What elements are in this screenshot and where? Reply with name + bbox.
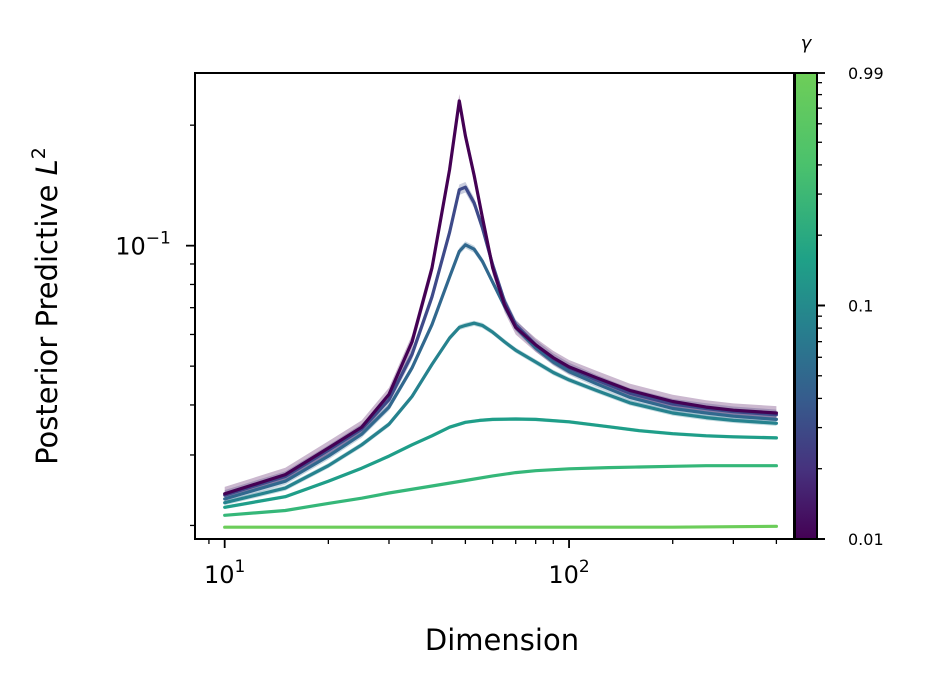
colorbar-gradient — [794, 72, 818, 540]
series-line-4 — [223, 417, 779, 509]
y-axis-ticks: 10−1 — [115, 124, 195, 527]
x-axis-label: Dimension — [425, 623, 579, 657]
y-tick-label: 10−1 — [115, 229, 171, 261]
x-tick-base: 10 — [204, 561, 235, 589]
colorbar-title: γ — [801, 33, 813, 54]
series-line-0 — [223, 99, 779, 496]
series-line-3 — [223, 321, 779, 505]
y-axis-label-exp: 2 — [28, 147, 50, 159]
colorbar-tick-label: 0.99 — [848, 64, 884, 83]
series-lines — [223, 99, 779, 529]
x-axis-ticks: 101 102 — [204, 539, 778, 589]
series-line-6 — [223, 524, 779, 529]
y-tick-base: 10 — [115, 233, 146, 261]
x-tick-base: 10 — [548, 561, 579, 589]
y-axis-label-main: Posterior Predictive — [30, 175, 64, 465]
colorbar-ticks: 0.01 0.1 0.99 — [817, 64, 884, 549]
x-tick-label: 102 — [548, 557, 589, 589]
x-tick-label: 101 — [204, 557, 245, 589]
plot-area — [194, 72, 795, 540]
colorbar: 0.01 0.1 0.99 γ — [794, 33, 884, 549]
y-axis-label-var: L — [30, 159, 64, 175]
y-axis-label: Posterior Predictive L2 — [28, 147, 64, 465]
colorbar-tick-label: 0.01 — [848, 530, 884, 549]
x-tick-exp: 1 — [235, 557, 246, 577]
series-line-5 — [223, 464, 779, 517]
series-line-2 — [223, 243, 779, 501]
x-tick-exp: 2 — [579, 557, 590, 577]
y-tick-exp: −1 — [146, 229, 171, 249]
colorbar-tick-label: 0.1 — [848, 296, 873, 315]
